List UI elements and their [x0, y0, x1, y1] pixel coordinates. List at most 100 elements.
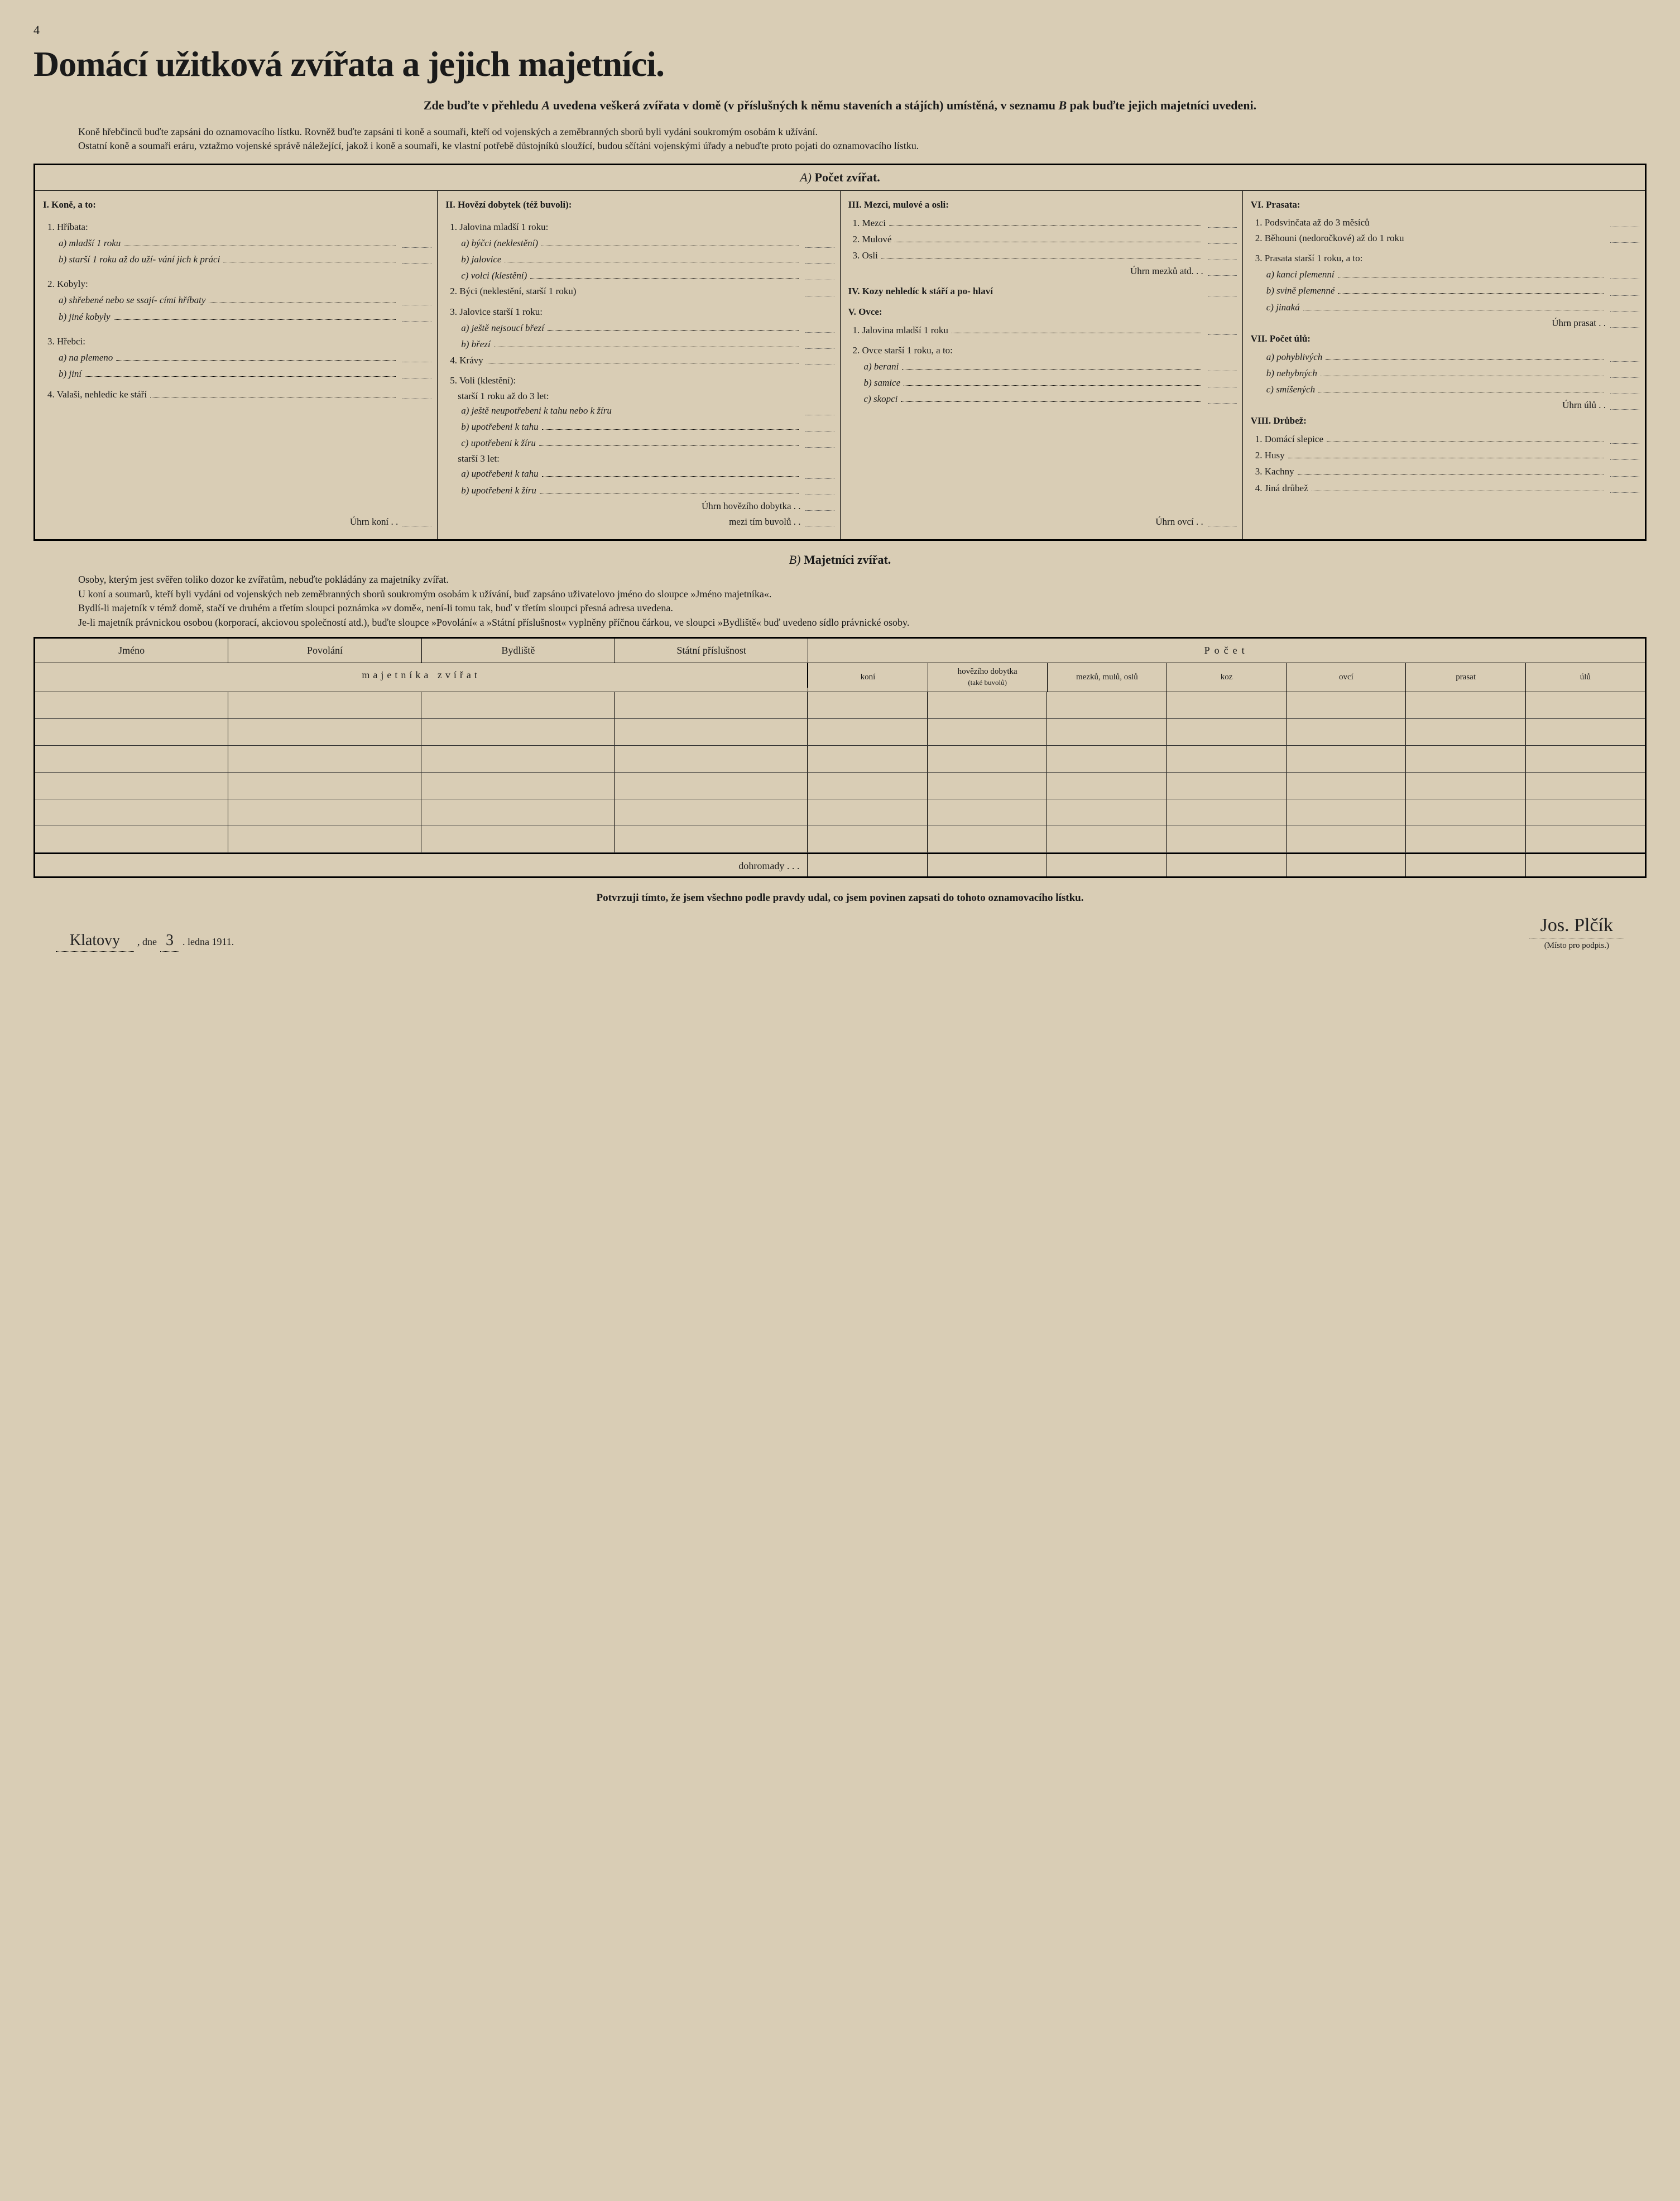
- blank: [1208, 275, 1237, 276]
- lbl: IV. Kozy nehledíc k stáří a po- hlaví: [848, 285, 993, 298]
- dots: [494, 338, 799, 347]
- col4-tot7: Úhrn úlů . .: [1251, 399, 1639, 411]
- col4-p1: 1. Podsvinčata až do 3 měsíců: [1251, 217, 1639, 229]
- blank: [1610, 327, 1639, 328]
- c-ulu: úlů: [1526, 663, 1645, 692]
- col3-m1: 1. Mezci: [848, 217, 1237, 229]
- lbl: a) ještě nejsoucí březí: [461, 322, 544, 334]
- ot-right: Počet koní hovězího dobytka(také buvolů)…: [808, 639, 1645, 692]
- lbl: b) upotřebeni k žíru: [461, 485, 536, 497]
- dots: [124, 237, 396, 246]
- col4-pb: b) svině plemenné: [1251, 284, 1639, 297]
- lbl: c) upotřebeni k žíru: [461, 437, 536, 449]
- sectA-it: A): [800, 170, 812, 184]
- col1-b2: b) jiné kobyly: [43, 310, 431, 323]
- blank: [805, 348, 834, 349]
- col-1: I. Koně, a to: 1. Hříbata: a) mladší 1 r…: [35, 191, 438, 539]
- col1-a1: a) mladší 1 roku: [43, 237, 431, 250]
- h-pocet: Počet: [808, 639, 1645, 663]
- dots: [487, 354, 799, 363]
- dots: [1321, 367, 1604, 376]
- b-intro: Osoby, kterým jest svěřen toliko dozor k…: [56, 573, 1647, 629]
- col4-d1: 1. Domácí slepice: [1251, 433, 1639, 445]
- blank: [402, 263, 431, 264]
- col2-n3: 3. Jalovice starší 1 roku:: [450, 306, 834, 318]
- col1-rest: a to:: [75, 199, 96, 210]
- col1-tot-label: Úhrn koní . .: [350, 516, 398, 528]
- blank: [1610, 443, 1639, 444]
- col4-tot6: Úhrn prasat . .: [1251, 317, 1639, 329]
- dots: [1318, 383, 1604, 392]
- lbl: b) březí: [461, 338, 490, 351]
- dots: [114, 310, 396, 320]
- col1-lead: I. Koně,: [43, 199, 75, 210]
- main-title: Domácí užitková zvířata a jejich majetní…: [33, 41, 1647, 87]
- blank: [1610, 459, 1639, 460]
- lbl: Úhrn prasat . .: [1552, 317, 1606, 329]
- subtitle-p2: uvedena veškerá zvířata v domě (v příslu…: [550, 98, 1058, 112]
- h-jmeno: Jméno: [35, 639, 228, 663]
- col4-pa: a) kanci plemenní: [1251, 268, 1639, 281]
- col2-b5: b) upotřebeni k tahu: [445, 420, 834, 433]
- c-ovci: ovcí: [1287, 663, 1406, 692]
- section-b-title: B) Majetníci zvířat.: [33, 552, 1647, 568]
- col2-n1: 1. Jalovina mladší 1 roku:: [450, 221, 834, 233]
- col3-ob: b) samice: [848, 376, 1237, 389]
- dots: [150, 388, 396, 397]
- dots: [952, 324, 1201, 333]
- dots: [542, 420, 799, 430]
- col1-total: Úhrn koní . .: [43, 516, 431, 528]
- col4-head7: VII. Počet úlů:: [1251, 333, 1639, 345]
- subtitle: Zde buďte v přehledu A uvedena veškerá z…: [56, 97, 1624, 114]
- ot-right-row2: koní hovězího dobytka(také buvolů) mezků…: [808, 663, 1645, 692]
- dots: [901, 392, 1201, 402]
- blank: [402, 247, 431, 248]
- col3-head3: III. Mezci, mulové a osli:: [848, 199, 1237, 211]
- blank: [1610, 311, 1639, 312]
- lbl: 4. Jiná drůbež: [1255, 482, 1308, 495]
- table-row: [35, 773, 1645, 799]
- lbl: 3. Osli: [853, 250, 878, 262]
- dots: [1288, 449, 1604, 458]
- lbl: Úhrn hovězího dobytka . .: [702, 500, 801, 512]
- lbl: 3. Kachny: [1255, 466, 1294, 478]
- col2-a5: a) ještě neupotřebeni k tahu nebo k žíru: [445, 405, 834, 417]
- confirm-text: Potvrzuji tímto, že jsem všechno podle p…: [33, 891, 1647, 905]
- col3-o1: 1. Jalovina mladší 1 roku: [848, 324, 1237, 337]
- lbl: 2. Husy: [1255, 449, 1285, 462]
- col2-n4: 4. Krávy: [445, 354, 834, 367]
- date-rest: . ledna 1911.: [183, 936, 234, 948]
- sectA-bd: Počet zvířat.: [815, 170, 880, 184]
- ot-left-row1: Jméno Povolání Bydliště Státní příslušno…: [35, 639, 808, 663]
- lbl: 2. Býci (neklestění, starší 1 roku): [450, 285, 576, 298]
- col2-a1: a) býčci (neklestění): [445, 237, 834, 250]
- dots: [223, 253, 396, 262]
- lbl: b) jalovice: [461, 253, 501, 266]
- col1-head: I. Koně, a to:: [43, 199, 431, 211]
- signature-row: Klatovy , dne 3 . ledna 1911. Jos. Plčík…: [56, 913, 1624, 952]
- lbl: mezi tím buvolů . .: [729, 516, 800, 528]
- table-row: [35, 826, 1645, 853]
- col4-head8: VIII. Drůbež:: [1251, 415, 1639, 427]
- col2-b1: b) jalovice: [445, 253, 834, 266]
- blank: [1610, 361, 1639, 362]
- subtitle-B: B: [1058, 98, 1067, 112]
- c-koni: koní: [808, 663, 928, 692]
- subtitle-p3: pak buďte jejich majetníci uvedeni.: [1067, 98, 1256, 112]
- sig-left: Klatovy , dne 3 . ledna 1911.: [56, 931, 234, 951]
- col3-m2: 2. Mulové: [848, 233, 1237, 246]
- c-mez: mezků, mulů, oslů: [1048, 663, 1167, 692]
- dots: [1326, 351, 1604, 360]
- col1-b3: b) jiní: [43, 367, 431, 380]
- blank: [805, 510, 834, 511]
- col1-b2-label: b) jiné kobyly: [59, 311, 111, 323]
- sub-majet: majetníka zvířat: [35, 663, 808, 687]
- sig-right: Jos. Plčík (Místo pro podpis.): [1529, 913, 1624, 952]
- col3-tot3: Úhrn mezků atd. . .: [848, 265, 1237, 277]
- dots: [209, 294, 396, 303]
- blank: [1208, 243, 1237, 244]
- subtitle-A: A: [542, 98, 550, 112]
- col1-b1-label: b) starší 1 roku až do uží- vání jich k …: [59, 253, 220, 266]
- dots: [902, 360, 1201, 370]
- lbl: c) smíšených: [1266, 383, 1315, 396]
